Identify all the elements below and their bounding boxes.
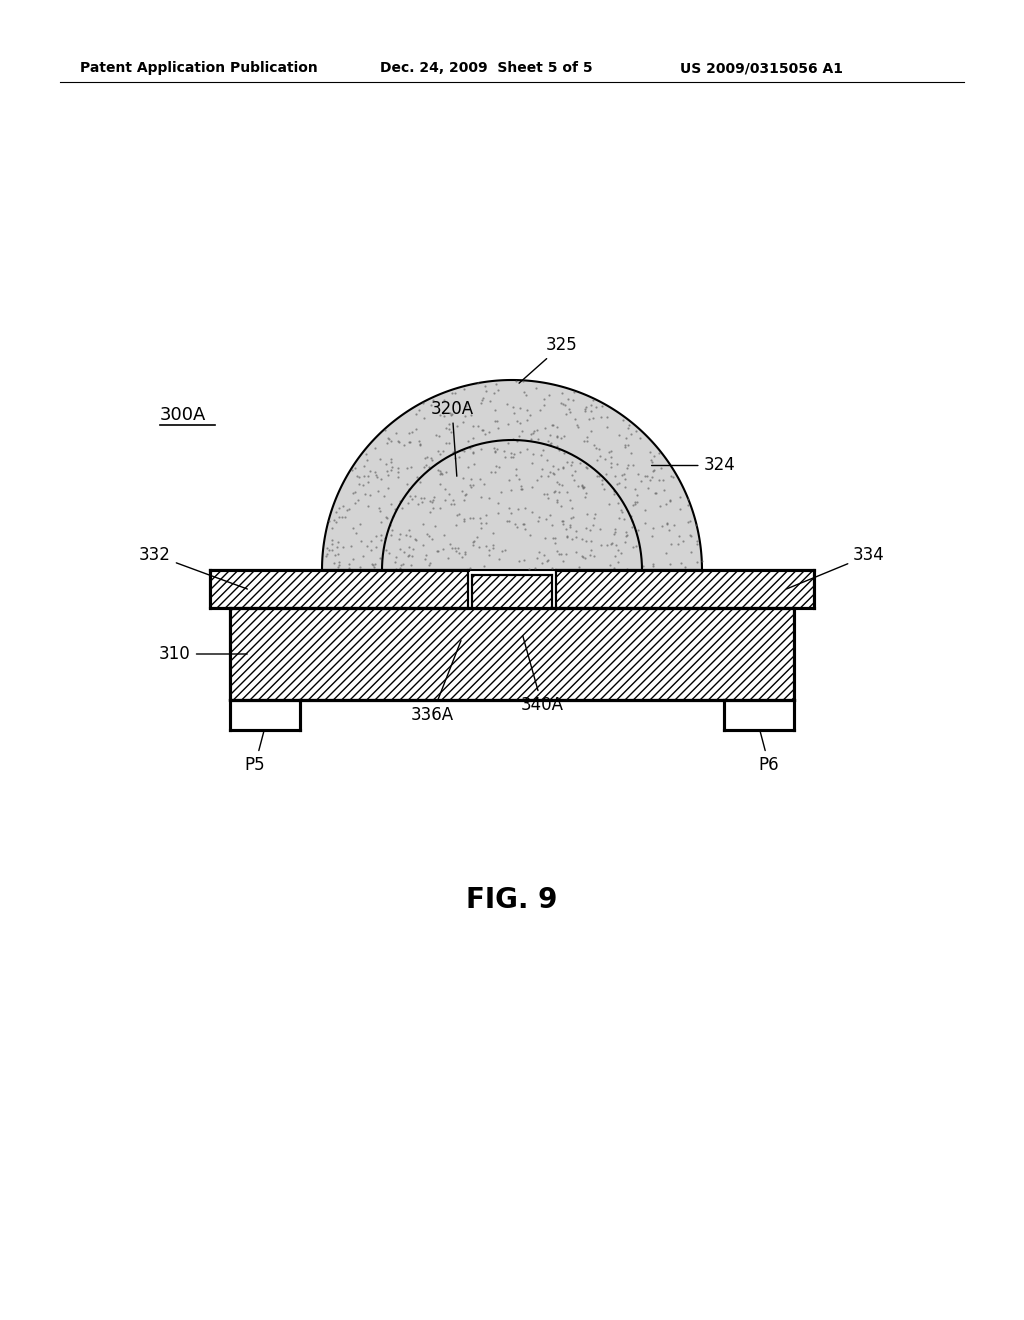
Text: FIG. 9: FIG. 9 [466, 886, 558, 913]
Text: 336A: 336A [411, 640, 461, 723]
Text: 325: 325 [519, 337, 578, 383]
Text: P5: P5 [245, 730, 265, 774]
Text: 320A: 320A [430, 400, 473, 477]
Bar [210, 570, 468, 609]
Text: 340A: 340A [520, 636, 563, 714]
Text: Dec. 24, 2009  Sheet 5 of 5: Dec. 24, 2009 Sheet 5 of 5 [380, 61, 593, 75]
Polygon shape [322, 380, 702, 570]
Text: 332: 332 [139, 546, 248, 589]
Text: 324: 324 [651, 457, 735, 474]
Text: Patent Application Publication: Patent Application Publication [80, 61, 317, 75]
Text: 310: 310 [159, 645, 247, 663]
Bar [556, 570, 814, 609]
Text: US 2009/0315056 A1: US 2009/0315056 A1 [680, 61, 843, 75]
Bar [472, 576, 552, 609]
Bar [230, 609, 794, 700]
Text: 300A: 300A [160, 407, 207, 424]
Text: P6: P6 [759, 730, 779, 774]
Text: 334: 334 [786, 546, 885, 589]
